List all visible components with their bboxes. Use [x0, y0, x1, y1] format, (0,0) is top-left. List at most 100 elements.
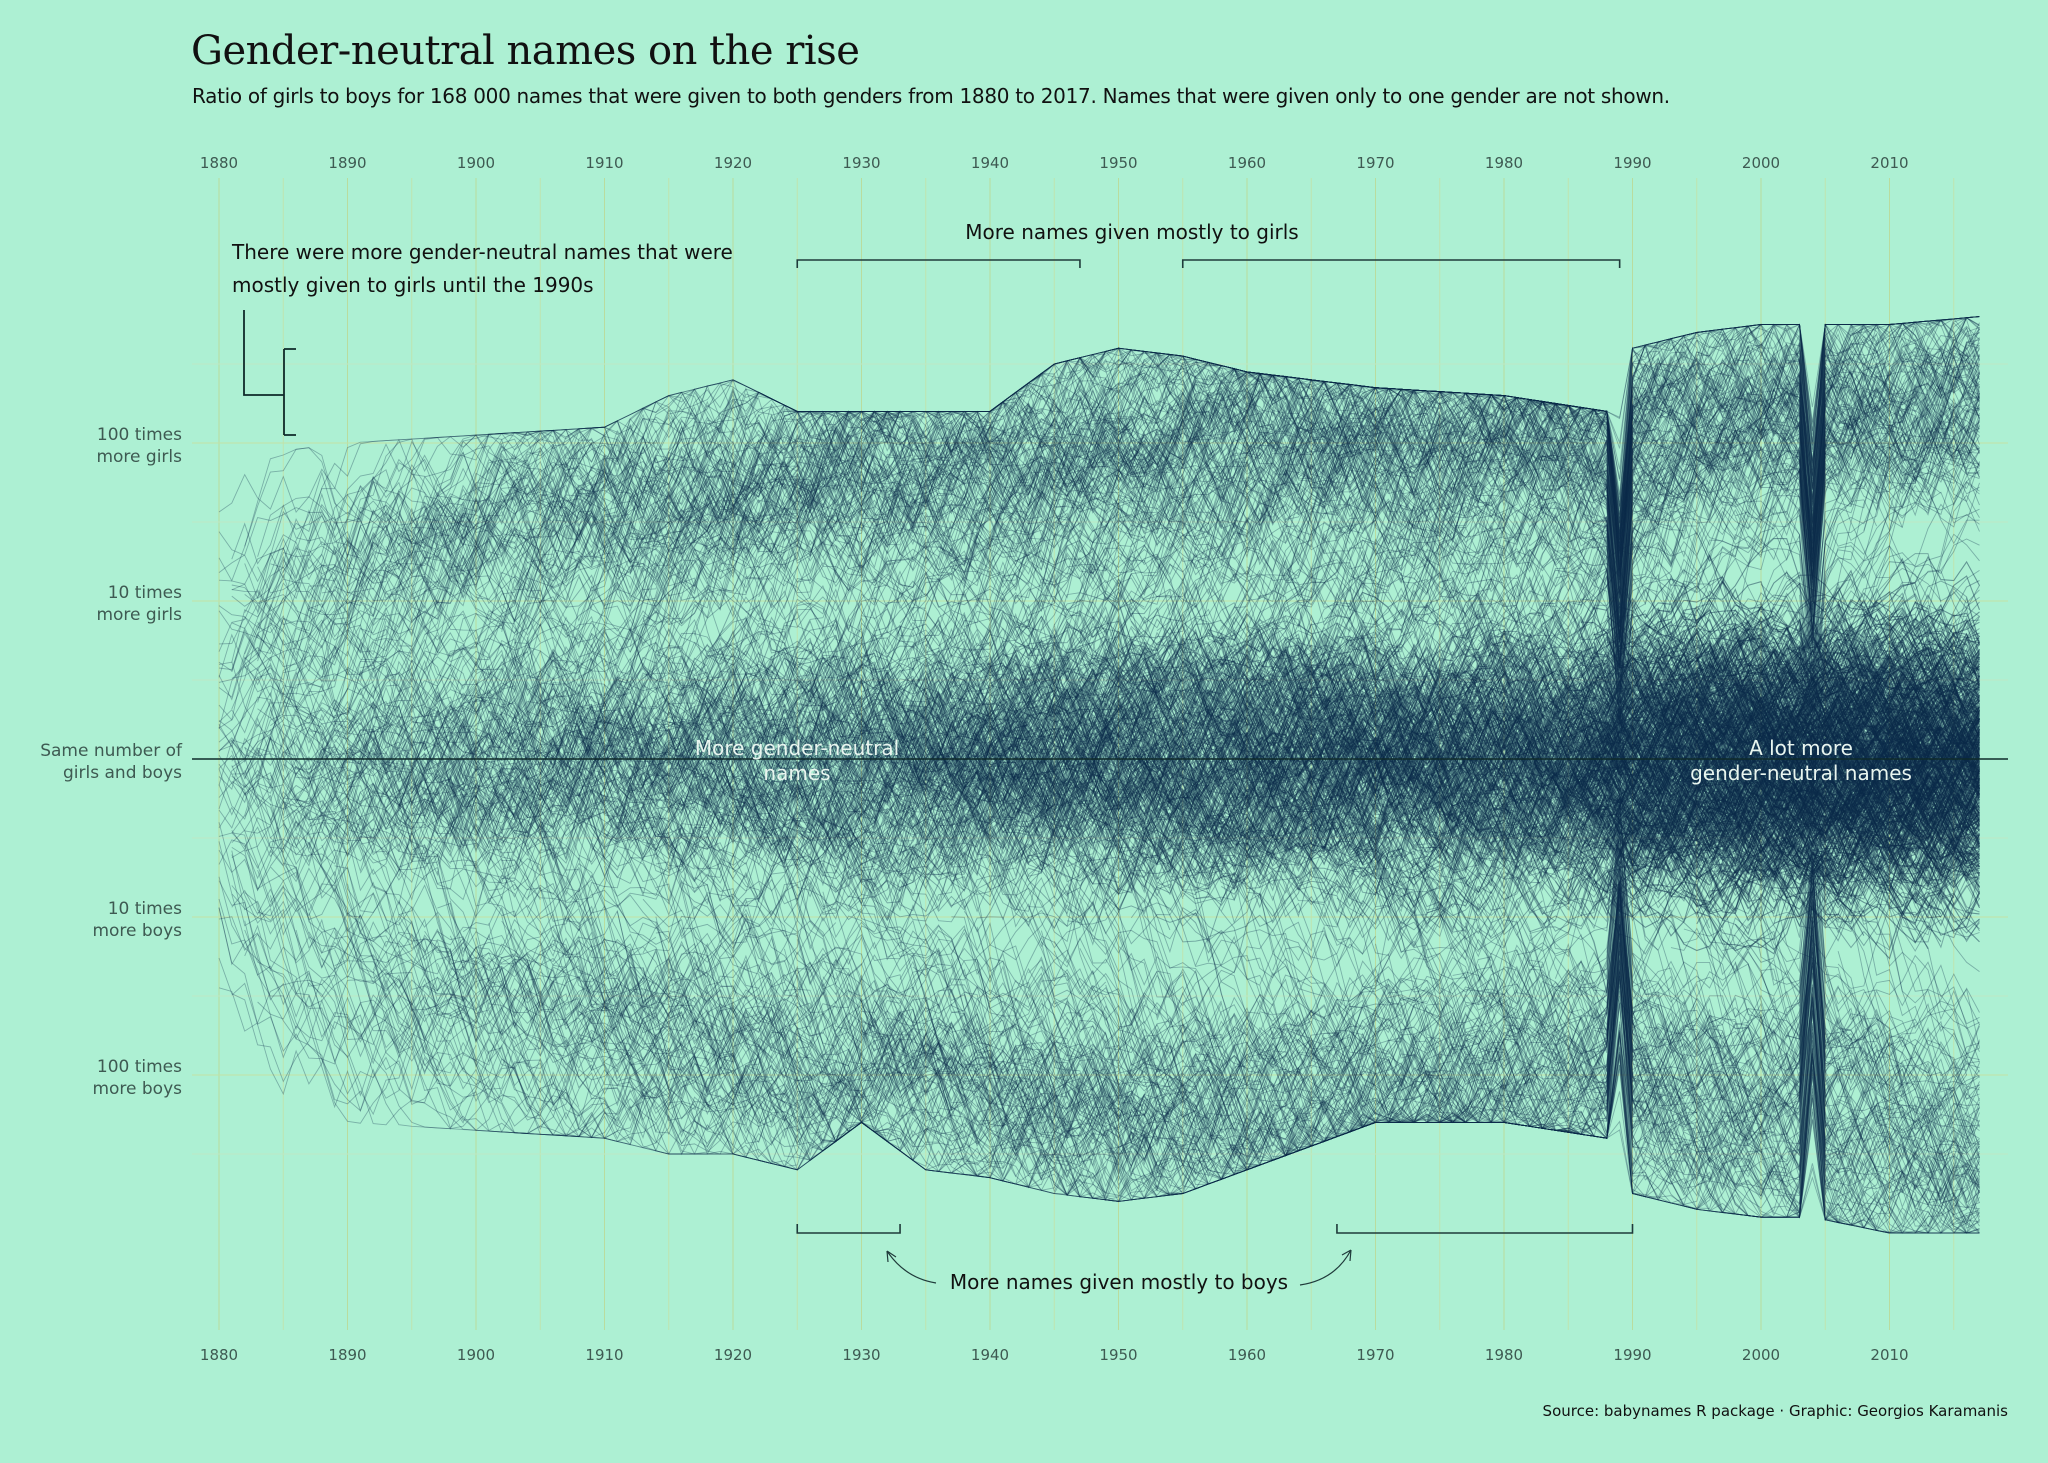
name-ratio-line: [1811, 826, 1980, 1166]
name-ratio-line: [861, 585, 1980, 911]
name-ratio-line: [1182, 767, 1466, 887]
name-ratio-line: [1465, 766, 1672, 862]
name-ratio-line: [732, 345, 1980, 684]
name-ratio-line: [1452, 633, 1633, 748]
x-tick-label-top: 1930: [842, 154, 880, 172]
name-ratio-line: [925, 963, 1068, 1093]
name-ratio-line: [1863, 688, 1980, 747]
name-ratio-line: [1632, 788, 1980, 890]
name-ratio-line: [1503, 359, 1980, 661]
name-ratio-line: [591, 382, 1132, 571]
name-ratio-line: [1079, 693, 1338, 821]
name-ratio-line: [1477, 884, 1980, 1235]
name-ratio-line: [1824, 663, 1980, 836]
name-ratio-line: [1503, 663, 1980, 841]
name-ratio-line: [385, 959, 605, 1054]
name-ratio-line: [950, 861, 1980, 1165]
name-ratio-line: [1824, 773, 1980, 843]
name-ratio-line: [1555, 744, 1980, 835]
name-ratio-line: [1555, 609, 1646, 694]
name-ratio-line: [668, 579, 1929, 809]
name-ratio-line: [1285, 687, 1351, 721]
name-ratio-line: [976, 716, 1428, 859]
name-ratio-line: [874, 576, 1980, 884]
name-ratio-line: [1889, 677, 1980, 743]
name-ratio-line: [655, 797, 837, 938]
x-tick-label-bottom: 1970: [1356, 1346, 1394, 1364]
name-ratio-line: [1310, 672, 1659, 815]
name-ratio-line: [1734, 774, 1980, 876]
annotation-girls-early-line2: mostly given to girls until the 1990s: [232, 273, 594, 297]
name-ratio-line: [963, 972, 1171, 1196]
name-ratio-line: [1169, 628, 1929, 1006]
name-ratio-line: [1182, 787, 1286, 874]
name-ratio-line: [1285, 322, 1980, 662]
name-ratio-line: [385, 655, 656, 831]
name-ratio-line: [282, 632, 1980, 922]
name-ratio-line: [1773, 680, 1890, 759]
name-ratio-line: [437, 641, 1929, 924]
name-ratio-line: [1786, 766, 1980, 891]
name-ratio-line: [1002, 367, 1980, 647]
name-ratio-line: [308, 350, 1376, 619]
annotation-center-mid-line1: More gender-neutral: [695, 736, 899, 760]
name-ratio-line: [1799, 624, 1980, 717]
name-ratio-line: [797, 347, 1980, 641]
name-ratio-line: [1452, 880, 1903, 1158]
name-ratio-line: [1683, 639, 1903, 747]
name-ratio-line: [1272, 324, 1980, 640]
name-ratio-line: [1838, 794, 1968, 853]
name-ratio-line: [1285, 620, 1980, 880]
name-ratio-line: [1323, 636, 1980, 866]
name-ratio-line: [1131, 595, 1685, 765]
name-ratio-line: [976, 373, 1312, 604]
name-ratio-line: [539, 362, 1877, 730]
name-ratio-line: [1156, 711, 1569, 931]
name-ratio-line: [1837, 614, 1980, 721]
name-ratio-line: [1503, 630, 1980, 835]
name-ratio-line: [449, 593, 1980, 952]
name-ratio-line: [1040, 461, 1428, 623]
name-ratio-line: [231, 758, 541, 900]
name-ratio-line: [1349, 672, 1479, 756]
name-ratio-line: [462, 684, 1531, 922]
name-ratio-line: [449, 921, 1852, 1224]
name-ratio-line: [771, 636, 1685, 842]
name-ratio-line: [231, 661, 901, 802]
name-ratio-line: [1002, 777, 1171, 895]
name-ratio-line: [1015, 374, 1980, 627]
name-ratio-line: [1593, 743, 1980, 907]
name-ratio-line: [1105, 607, 1672, 867]
name-ratio-line: [501, 396, 1402, 611]
name-ratio-line: [1632, 727, 1980, 835]
name-ratio-line: [514, 351, 1980, 695]
name-ratio-line: [1310, 575, 1980, 814]
name-ratio-line: [1452, 662, 1607, 750]
name-ratio-line: [1490, 657, 1788, 769]
name-ratio-line: [925, 623, 1197, 763]
name-ratio-line: [1542, 598, 1980, 757]
name-ratio-line: [1246, 652, 1684, 874]
name-ratio-line: [1606, 861, 1980, 1234]
name-ratio-line: [257, 316, 1980, 651]
name-ratio-line: [578, 333, 1878, 617]
name-ratio-line: [1773, 798, 1980, 918]
name-ratio-line: [1644, 695, 1980, 854]
name-ratio-line: [565, 702, 1055, 831]
name-ratio-line: [1657, 780, 1980, 914]
name-ratio-line: [1940, 643, 1980, 672]
name-ratio-line: [1002, 945, 1479, 1185]
name-ratio-line: [758, 317, 1980, 597]
name-ratio-line: [783, 948, 1209, 1202]
name-ratio-line: [244, 751, 567, 890]
name-ratio-line: [269, 803, 1582, 1189]
name-ratio-line: [462, 330, 1736, 584]
name-ratio-line: [1452, 357, 1980, 631]
name-ratio-line: [1130, 898, 1697, 1129]
name-ratio-line: [1516, 776, 1980, 938]
name-ratio-line: [1336, 668, 1980, 905]
name-ratio-line: [270, 382, 1145, 647]
name-ratio-line: [488, 346, 1569, 550]
name-ratio-line: [1824, 709, 1980, 789]
name-ratio-line: [1053, 643, 1980, 852]
